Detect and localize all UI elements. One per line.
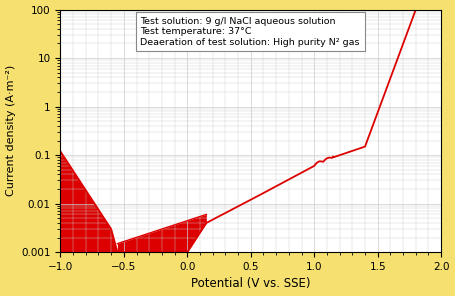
Y-axis label: Current density (A·m⁻²): Current density (A·m⁻²) [5,65,15,197]
X-axis label: Potential (V vs. SSE): Potential (V vs. SSE) [191,277,310,290]
Text: Test solution: 9 g/l NaCl aqueous solution
Test temperature: 37°C
Deaeration of : Test solution: 9 g/l NaCl aqueous soluti… [140,17,360,47]
